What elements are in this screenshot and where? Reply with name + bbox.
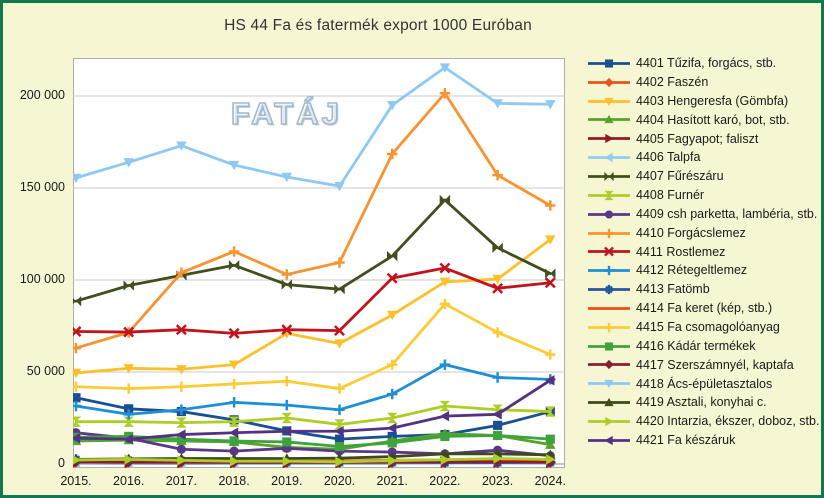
legend-label: 4420 Intarzia, ékszer, doboz, stb. (636, 414, 820, 429)
series-4415 (70, 298, 556, 394)
x-axis-tick-label: 2015. (60, 474, 92, 488)
x-axis-tick-label: 2020. (323, 474, 356, 488)
legend-item-4413: 4413 Fatömb (587, 280, 821, 299)
legend-item-4416: 4416 Kádár termékek (587, 337, 821, 356)
chart-title: HS 44 Fa és fatermék export 1000 Euróban (224, 17, 532, 34)
legend-marker-4419 (588, 398, 630, 407)
legend-item-4410: 4410 Forgácslemez (587, 224, 821, 243)
legend-label: 4416 Kádár termékek (636, 338, 756, 353)
x-axis-tick-label: 2024. (534, 474, 566, 488)
y-axis-tick-label: 200 000 (19, 88, 65, 102)
series-4420 (71, 453, 556, 467)
legend-marker-4407 (588, 171, 630, 182)
legend-item-4403: 4403 Hengeresfa (Gömbfa) (587, 92, 821, 111)
legend-item-4407: 4407 Fűrészáru (587, 167, 821, 186)
plot-svg (70, 58, 565, 469)
x-axis-tick-label: 2017. (165, 474, 198, 488)
legend-label: 4401 Tűzifa, forgács, stb. (636, 56, 777, 71)
legend-label: 4417 Szerszámnyél, kaptafa (636, 357, 794, 372)
legend-marker-4414 (588, 306, 630, 310)
legend-marker-4404 (588, 115, 630, 124)
legend-marker-4412 (588, 266, 630, 276)
legend-item-4412: 4412 Rétegeltlemez (587, 261, 821, 280)
legend: 4401 Tűzifa, forgács, stb. 4402 Faszén 440… (587, 54, 821, 450)
legend-marker-4417 (588, 360, 630, 370)
x-axis-tick-label: 2023. (481, 474, 514, 488)
legend-label: 4419 Asztali, konyhai c. (636, 395, 767, 410)
x-axis-tick-label: 2016. (113, 474, 145, 488)
legend-item-4415: 4415 Fa csomagolóanyag (587, 318, 821, 337)
legend-marker-4420 (588, 416, 630, 427)
legend-item-4406: 4406 Talpfa (587, 148, 821, 167)
series-4421 (70, 375, 555, 445)
legend-label: 4409 csh parketta, lambéria, stb. (636, 206, 818, 221)
legend-label: 4407 Fűrészáru (636, 169, 724, 184)
legend-item-4420: 4420 Intarzia, ékszer, doboz, stb. (587, 412, 821, 431)
legend-marker-4409 (588, 210, 630, 219)
legend-label: 4418 Ács-épületasztalos (636, 376, 773, 391)
legend-marker-4402 (588, 77, 630, 87)
y-axis-tick-label: 100 000 (19, 272, 65, 286)
x-axis-tick-label: 2019. (271, 474, 303, 488)
legend-label: 4414 Fa keret (kép, stb.) (636, 301, 773, 316)
x-axis-tick-label: 2018. (218, 474, 250, 488)
legend-item-4414: 4414 Fa keret (kép, stb.) (587, 299, 821, 318)
y-axis-tick-label: 0 (58, 456, 65, 470)
legend-item-4419: 4419 Asztali, konyhai c. (587, 393, 821, 412)
legend-item-4404: 4404 Hasított karó, bot, stb. (587, 111, 821, 130)
legend-label: 4412 Rétegeltlemez (636, 263, 748, 278)
legend-label: 4410 Forgácslemez (636, 225, 746, 240)
legend-item-4402: 4402 Faszén (587, 73, 821, 92)
legend-label: 4415 Fa csomagolóanyag (636, 319, 780, 334)
legend-marker-4408 (588, 190, 630, 200)
legend-label: 4413 Fatömb (636, 282, 710, 297)
legend-marker-4410 (588, 228, 630, 238)
legend-item-4417: 4417 Szerszámnyél, kaptafa (587, 356, 821, 375)
legend-label: 4421 Fa készáruk (636, 433, 736, 448)
legend-marker-4405 (588, 134, 630, 144)
legend-marker-4413 (588, 284, 630, 295)
legend-marker-4411 (588, 246, 630, 257)
legend-marker-4415 (588, 322, 630, 332)
plot-area: FATÁJ (70, 58, 565, 469)
series-4408 (70, 400, 556, 430)
x-axis-tick-label: 2021. (376, 474, 408, 488)
legend-item-4401: 4401 Tűzifa, forgács, stb. (587, 54, 821, 73)
y-axis-tick-label: 150 000 (19, 180, 65, 194)
legend-item-4408: 4408 Furnér (587, 186, 821, 205)
legend-label: 4406 Talpfa (636, 150, 701, 165)
legend-marker-4421 (588, 435, 630, 445)
legend-label: 4408 Furnér (636, 188, 705, 203)
legend-item-4421: 4421 Fa készáruk (587, 431, 821, 450)
legend-label: 4404 Hasított karó, bot, stb. (636, 112, 790, 127)
legend-label: 4405 Fagyapot; faliszt (636, 131, 759, 146)
legend-item-4411: 4411 Rostlemez (587, 242, 821, 261)
legend-marker-4406 (588, 153, 630, 163)
x-axis-tick-label: 2022. (429, 474, 461, 488)
legend-marker-4403 (588, 97, 630, 106)
series-4418 (70, 63, 556, 192)
y-axis-tick-label: 50 000 (26, 364, 65, 378)
legend-item-4405: 4405 Fagyapot; faliszt (587, 129, 821, 148)
legend-label: 4403 Hengeresfa (Gömbfa) (636, 93, 789, 108)
legend-item-4409: 4409 csh parketta, lambéria, stb. (587, 205, 821, 224)
legend-marker-4418 (588, 380, 630, 389)
series-4411 (70, 262, 556, 339)
legend-marker-4401 (588, 59, 630, 68)
legend-label: 4411 Rostlemez (636, 244, 726, 259)
legend-label: 4402 Faszén (636, 75, 709, 90)
legend-item-4418: 4418 Ács-épületasztalos (587, 374, 821, 393)
legend-marker-4416 (588, 342, 630, 351)
